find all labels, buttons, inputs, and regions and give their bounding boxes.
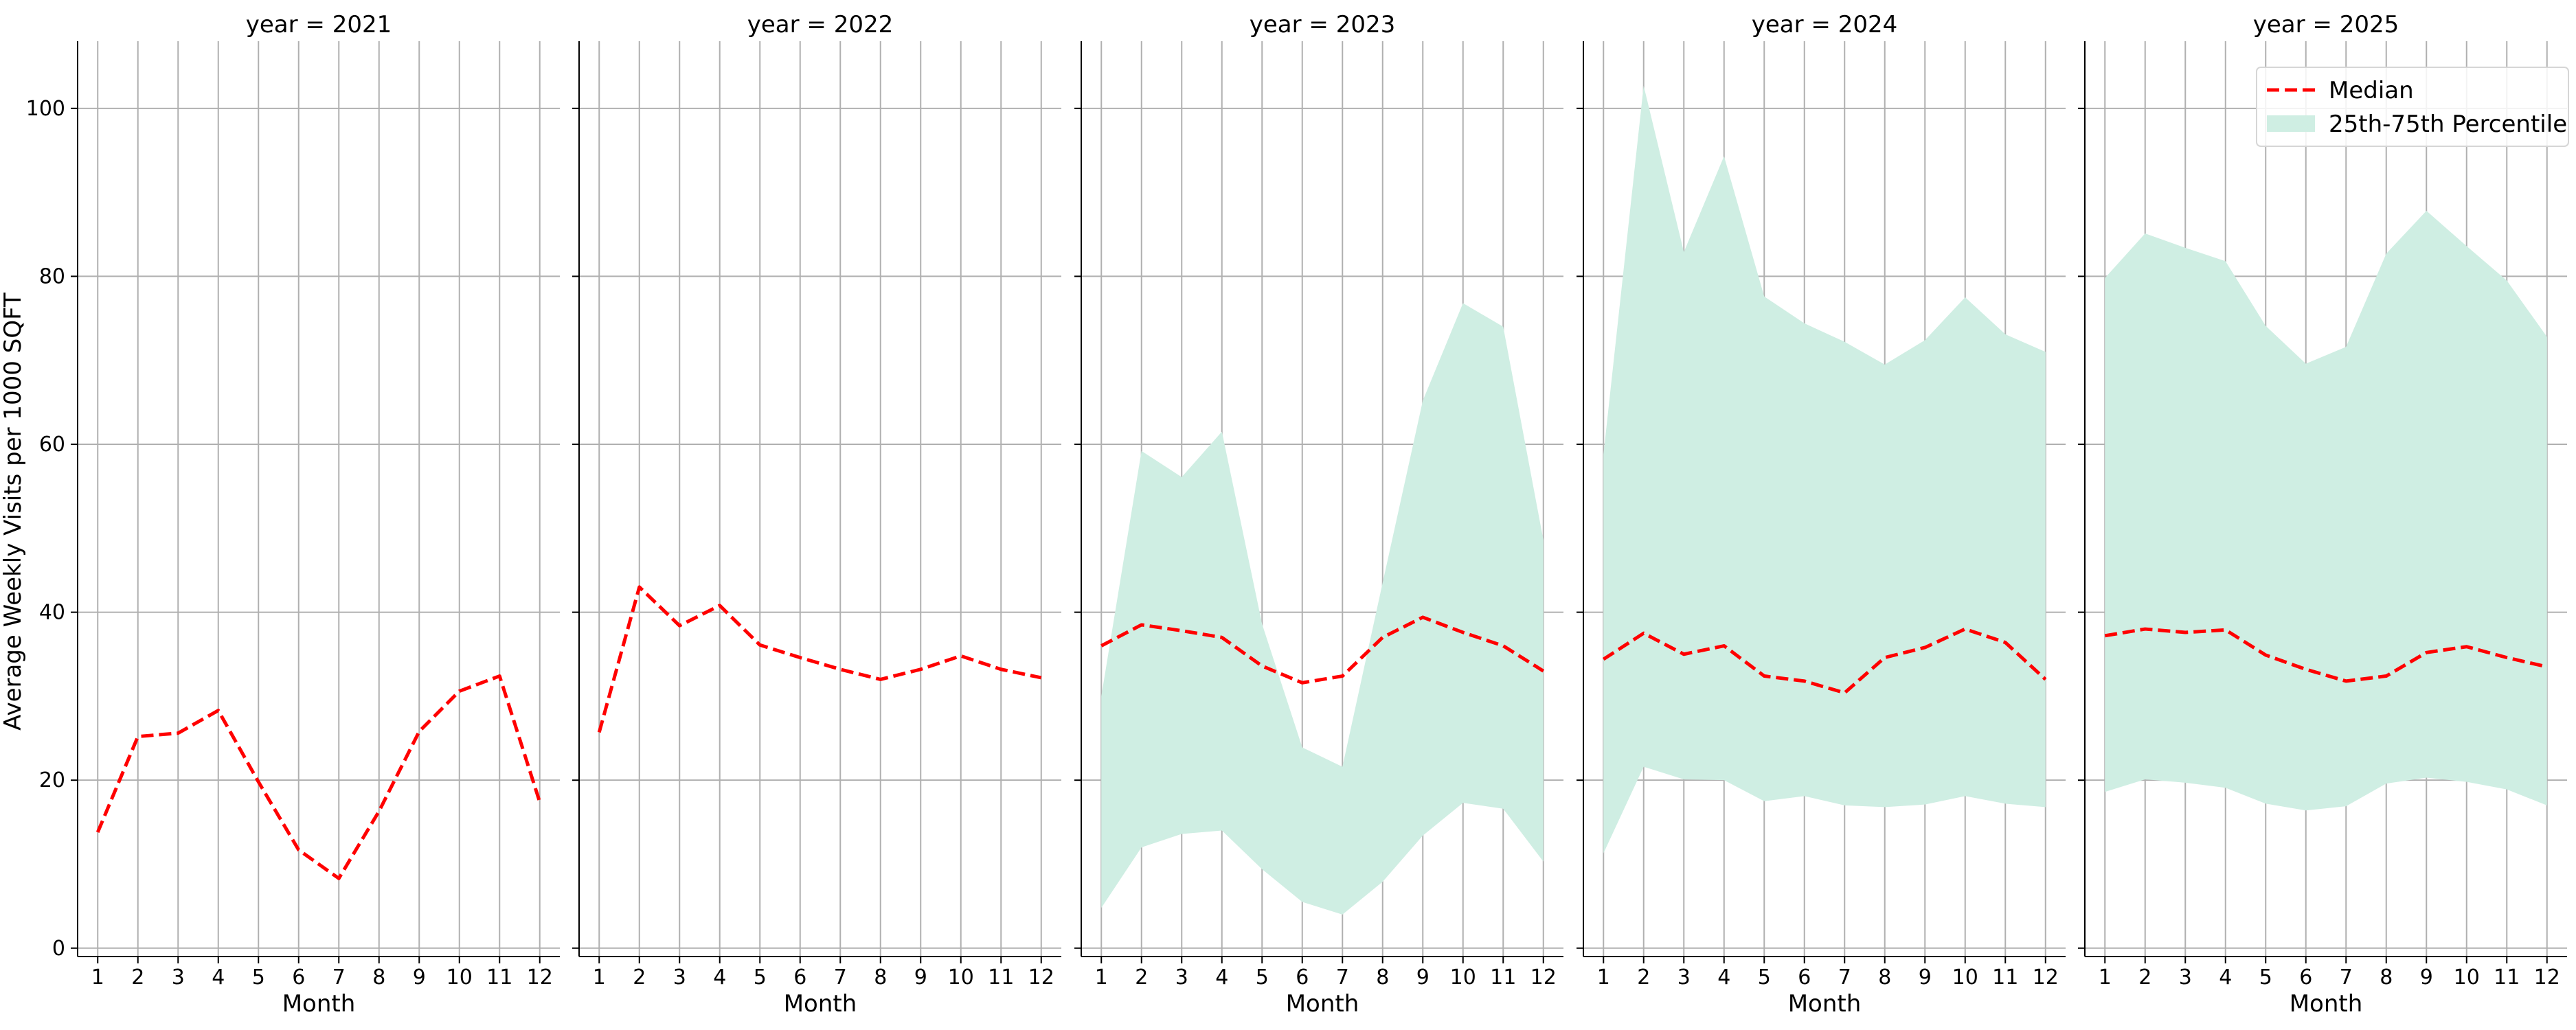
x-tick-label: 8: [874, 965, 887, 989]
x-tick-label: 1: [2099, 965, 2112, 989]
x-tick-label: 10: [948, 965, 974, 989]
x-tick-label: 12: [2534, 965, 2560, 989]
x-tick-label: 2: [633, 965, 646, 989]
x-tick-label: 8: [2380, 965, 2393, 989]
x-tick-label: 1: [91, 965, 104, 989]
x-axis-title: Month: [784, 990, 857, 1018]
percentile-band: [2105, 211, 2547, 811]
x-tick-label: 6: [2299, 965, 2312, 989]
y-tick-label: 40: [39, 601, 65, 625]
legend-band-swatch: [2267, 115, 2315, 132]
x-tick-label: 8: [372, 965, 385, 989]
x-tick-label: 4: [212, 965, 225, 989]
legend: Median 25th-75th Percentile: [2256, 67, 2569, 147]
x-tick-label: 11: [1992, 965, 2018, 989]
x-tick-label: 1: [593, 965, 606, 989]
x-tick-label: 5: [754, 965, 767, 989]
panel-title: year = 2022: [747, 11, 893, 38]
x-tick-label: 12: [527, 965, 553, 989]
x-tick-label: 7: [1838, 965, 1851, 989]
percentile-band: [1603, 85, 2046, 854]
percentile-band: [1101, 303, 1544, 915]
x-tick-label: 12: [2033, 965, 2059, 989]
x-tick-label: 3: [172, 965, 185, 989]
x-tick-label: 11: [2494, 965, 2520, 989]
y-tick-label: 80: [39, 264, 65, 288]
x-tick-label: 5: [1256, 965, 1269, 989]
x-tick-label: 6: [1296, 965, 1309, 989]
x-tick-label: 7: [1336, 965, 1349, 989]
x-tick-label: 2: [2138, 965, 2151, 989]
x-tick-label: 10: [1450, 965, 1476, 989]
x-tick-label: 7: [2340, 965, 2353, 989]
legend-median-label: Median: [2329, 77, 2414, 104]
x-tick-label: 1: [1095, 965, 1108, 989]
x-tick-label: 10: [447, 965, 473, 989]
y-tick-label: 0: [52, 937, 65, 961]
x-tick-label: 4: [713, 965, 726, 989]
panel-title: year = 2025: [2253, 11, 2399, 38]
x-tick-label: 4: [2219, 965, 2232, 989]
x-tick-label: 3: [2179, 965, 2192, 989]
x-tick-label: 12: [1530, 965, 1557, 989]
x-tick-label: 10: [2454, 965, 2480, 989]
y-tick-label: 20: [39, 768, 65, 792]
x-tick-label: 3: [1175, 965, 1188, 989]
legend-box: [2256, 67, 2569, 147]
x-tick-label: 9: [2420, 965, 2433, 989]
x-tick-label: 7: [834, 965, 847, 989]
legend-band-label: 25th-75th Percentile: [2329, 111, 2567, 138]
median-line: [95, 674, 542, 880]
x-tick-label: 6: [1798, 965, 1811, 989]
x-axis-title: Month: [282, 990, 356, 1018]
x-axis-title: Month: [2290, 990, 2363, 1018]
x-axis-title: Month: [1286, 990, 1359, 1018]
x-tick-label: 2: [131, 965, 144, 989]
x-tick-label: 6: [793, 965, 806, 989]
x-tick-label: 3: [673, 965, 686, 989]
x-tick-label: 8: [1878, 965, 1891, 989]
median-line: [1100, 615, 1545, 685]
y-tick-label: 100: [26, 97, 65, 121]
median-line: [1602, 627, 2047, 695]
x-tick-label: 9: [1919, 965, 1932, 989]
x-tick-label: 9: [1416, 965, 1430, 989]
x-tick-label: 9: [914, 965, 927, 989]
x-tick-label: 9: [413, 965, 426, 989]
x-tick-label: 3: [1677, 965, 1691, 989]
x-tick-label: 4: [1717, 965, 1730, 989]
x-tick-label: 11: [988, 965, 1014, 989]
y-axis-title: Average Weekly Visits per 1000 SQFT: [0, 293, 27, 731]
x-tick-label: 7: [332, 965, 346, 989]
x-tick-label: 11: [1490, 965, 1516, 989]
x-tick-label: 1: [1597, 965, 1610, 989]
x-tick-label: 4: [1215, 965, 1228, 989]
x-tick-label: 6: [292, 965, 305, 989]
x-tick-label: 5: [252, 965, 265, 989]
x-tick-label: 5: [1758, 965, 1771, 989]
median-line: [2104, 627, 2548, 683]
x-tick-label: 2: [1135, 965, 1148, 989]
x-axis-title: Month: [1788, 990, 1862, 1018]
x-tick-label: 8: [1376, 965, 1389, 989]
x-tick-label: 12: [1028, 965, 1054, 989]
median-line: [597, 585, 1042, 733]
panel-title: year = 2021: [246, 11, 392, 38]
x-tick-label: 11: [486, 965, 512, 989]
x-tick-label: 2: [1637, 965, 1650, 989]
x-tick-label: 10: [1952, 965, 1978, 989]
panel-title: year = 2023: [1250, 11, 1395, 38]
y-tick-label: 60: [39, 433, 65, 457]
x-tick-label: 5: [2259, 965, 2272, 989]
panel-title: year = 2024: [1752, 11, 1897, 38]
